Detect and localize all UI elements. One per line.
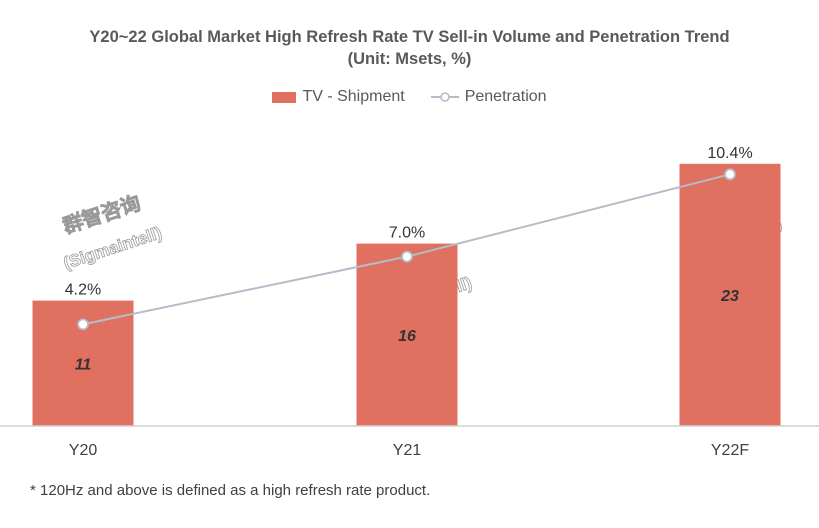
penetration-point (724, 168, 736, 181)
legend-label: TV - Shipment (302, 88, 405, 105)
legend-item-penetration: Penetration (430, 88, 547, 106)
penetration-label: 10.4% (707, 145, 752, 162)
penetration-point (77, 318, 89, 331)
bar-Y21 (356, 243, 458, 426)
bar-value-label: 16 (398, 328, 416, 345)
x-tick-label: Y22F (711, 442, 749, 459)
legend-swatch-line (430, 92, 459, 102)
bar-Y22F (679, 163, 781, 427)
penetration-label: 7.0% (389, 225, 425, 242)
legend-swatch-bar (272, 91, 297, 103)
chart-title: Y20~22 Global Market High Refresh Rate T… (89, 28, 730, 46)
x-tick-label: Y20 (69, 442, 98, 459)
legend: TV - Shipment Penetration (0, 88, 819, 106)
x-tick-label: Y21 (393, 442, 422, 459)
legend-label: Penetration (464, 88, 547, 105)
chart-subtitle: (Unit: Msets, %) (347, 50, 472, 68)
penetration-label: 4.2% (65, 282, 101, 299)
bar-value-label: 23 (720, 288, 739, 305)
legend-item-shipment: TV - Shipment (272, 88, 405, 106)
penetration-point (401, 250, 413, 263)
bar-value-label: 11 (75, 356, 92, 373)
footnote: * 120Hz and above is defined as a high r… (30, 482, 431, 499)
